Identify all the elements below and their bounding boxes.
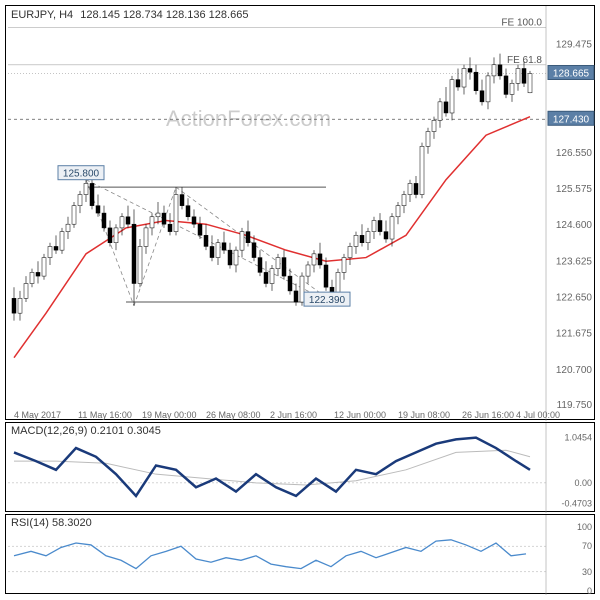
svg-text:125.800: 125.800 <box>63 169 100 180</box>
svg-text:127.430: 127.430 <box>553 114 590 125</box>
svg-text:19 Jun 08:00: 19 Jun 08:00 <box>398 410 450 420</box>
svg-text:119.750: 119.750 <box>557 400 593 411</box>
svg-text:122.650: 122.650 <box>556 292 593 303</box>
svg-text:123.625: 123.625 <box>556 256 593 267</box>
svg-text:2 Jun 16:00: 2 Jun 16:00 <box>270 410 317 420</box>
svg-text:128.665: 128.665 <box>553 68 590 79</box>
rsi-svg: 100 70 30 0 <box>6 515 596 595</box>
svg-text:4 Jul 00:00: 4 Jul 00:00 <box>516 410 560 420</box>
svg-text:124.600: 124.600 <box>556 220 593 231</box>
svg-text:121.675: 121.675 <box>556 329 593 340</box>
svg-text:100: 100 <box>577 522 592 532</box>
svg-text:126.550: 126.550 <box>556 148 593 159</box>
svg-text:30: 30 <box>582 567 592 577</box>
macd-chart: MACD(12,26,9) 0.2101 0.3045 1.04540.00-0… <box>5 422 595 512</box>
svg-text:-0.4703: -0.4703 <box>561 498 592 508</box>
svg-text:26 Jun 16:00: 26 Jun 16:00 <box>462 410 514 420</box>
svg-text:11 May 16:00: 11 May 16:00 <box>78 410 132 420</box>
svg-text:FE 61.8: FE 61.8 <box>507 55 542 66</box>
rsi-chart: RSI(14) 58.3020 10070300 <box>5 514 595 594</box>
svg-text:129.475: 129.475 <box>556 39 593 50</box>
svg-text:26 May 08:00: 26 May 08:00 <box>206 410 261 420</box>
svg-text:125.575: 125.575 <box>556 184 593 195</box>
svg-text:0.00: 0.00 <box>574 478 592 488</box>
macd-svg: 1.0454 0.00 -0.4703 <box>6 423 596 513</box>
svg-text:12 Jun 00:00: 12 Jun 00:00 <box>334 410 386 420</box>
svg-text:1.0454: 1.0454 <box>564 432 592 442</box>
main-chart-svg: 129.475 128.665 127.430 126.550 125.575 124.6… <box>6 6 596 421</box>
svg-text:120.700: 120.700 <box>556 365 593 376</box>
svg-text:FE 100.0: FE 100.0 <box>501 18 542 29</box>
svg-text:19 May 00:00: 19 May 00:00 <box>142 410 197 420</box>
svg-text:70: 70 <box>582 541 592 551</box>
svg-text:4 May 2017: 4 May 2017 <box>14 410 61 420</box>
main-price-chart: EURJPY, H4 128.145 128.734 128.136 128.6… <box>5 5 595 420</box>
svg-text:0: 0 <box>587 586 592 595</box>
svg-text:122.390: 122.390 <box>309 295 346 306</box>
